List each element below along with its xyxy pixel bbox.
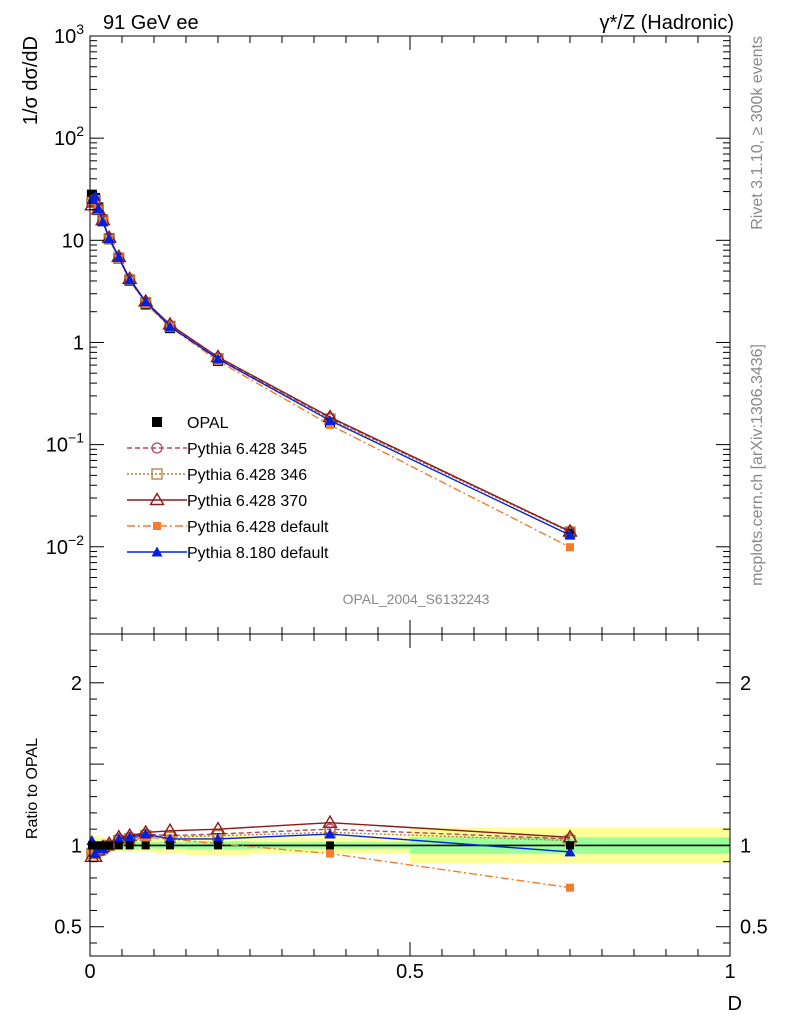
title-right: γ*/Z (Hadronic) [600,12,734,34]
y-tick-base: 10 [54,128,76,150]
ratio-tick-label-left: 2 [71,673,82,695]
series-line [91,194,571,536]
series-pythia-6-428-346 [86,194,576,538]
legend-marker [151,442,163,454]
ratio-tick-label-right: 2 [740,673,751,695]
series-pythia-8-180-default [86,190,576,540]
ratio-line [91,831,571,855]
legend-label: Pythia 6.428 346 [187,467,307,484]
ratio-plot-frame [89,633,731,957]
series-opal [86,189,575,539]
side-text-bottom: mcplots.cern.ch [arXiv:1306.3436] [749,344,766,586]
y-tick-base: 1 [73,332,84,354]
data-point [113,251,125,262]
legend-marker [151,468,163,480]
legend-marker [149,492,165,506]
x-axis-label: D [728,993,742,1015]
legend-marker [152,417,162,427]
series-pythia-6-428-345 [86,194,576,537]
legend-label: Pythia 8.180 default [187,545,329,562]
ratio-tick-label-left: 1 [71,835,82,857]
legend-entry: Pythia 6.428 default [127,519,329,536]
legend-label: Pythia 6.428 345 [187,441,307,458]
ratio-point [212,833,224,844]
data-point [124,274,136,285]
legend-label: Pythia 6.428 370 [187,493,307,510]
ratio-plot: 2 21 10.5 0.50 0.5 1 [54,633,768,983]
ratio-point [140,828,152,839]
y-tick-base: 10 [46,537,68,559]
data-point [103,233,115,244]
ratio-point [566,883,574,892]
data-point [212,353,224,364]
ratio-point [166,841,174,850]
ratio-line [91,836,571,889]
legend-label: Pythia 6.428 default [187,519,329,536]
y-tick-label: 103 [54,21,84,48]
ratio-point [326,841,334,850]
legend-entry: OPAL [152,415,229,432]
data-point [564,529,576,540]
y-tick-exponent: −2 [68,532,84,548]
ratio-point [125,841,134,850]
legend: OPAL Pythia 6.428 345 Pythia 6.428 346 Pyth… [127,415,329,562]
legend-entry: Pythia 8.180 default [127,545,329,562]
data-point [97,216,109,227]
ratio-point [214,841,222,850]
ratio-point [164,833,176,844]
ratio-point [322,814,338,828]
ratio-point [324,828,336,839]
y-tick-label: 10−1 [46,430,84,457]
y-tick-base: 10 [62,230,84,252]
data-point [92,202,104,213]
series-line [91,199,571,533]
side-text-top: Rivet 3.1.10, ≥ 300k events [749,36,766,230]
ratio-point [326,849,334,858]
ratio-y-axis-label: Ratio to OPAL [24,738,41,839]
ratio-tick-label-right: 1 [740,835,751,857]
y-tick-label: 10 [62,230,84,252]
ratio-point [141,841,150,850]
y-tick-base: 10 [46,435,68,457]
y-tick-label: 102 [54,123,84,150]
y-tick-base: 10 [54,26,76,48]
ratio-point [566,841,574,850]
y-tick-exponent: 3 [76,21,84,37]
ratio-point [124,831,136,842]
series-line [91,198,571,548]
ratio-point [113,833,125,844]
y-axis-label: 1/σ dσ/dD [20,36,42,125]
y-tick-label: 10−2 [46,532,84,559]
legend-marker [151,546,163,557]
data-point [164,321,176,332]
watermark: OPAL_2004_S6132243 [343,591,490,607]
title-left: 91 GeV ee [103,12,199,34]
y-tick-label: 1 [73,332,84,354]
data-point [89,190,101,201]
x-tick-label: 0.5 [396,961,424,983]
data-point [140,296,152,307]
x-tick-label: 0 [84,961,95,983]
y-tick-exponent: 2 [76,123,84,139]
y-tick-exponent: −1 [68,430,84,446]
legend-entry: Pythia 6.428 346 [127,467,307,484]
series-pythia-6-428-default [87,195,574,552]
series-pythia-6-428-370 [84,193,578,537]
x-tick-label: 1 [724,961,735,983]
ratio-point [114,841,123,850]
legend-marker [153,522,161,530]
ratio-point [105,841,114,850]
data-point [566,543,574,552]
ratio-tick-label-left: 0.5 [54,917,82,939]
series-line [91,198,571,532]
series-line [91,200,571,533]
data-point [324,415,336,426]
legend-entry: Pythia 6.428 370 [127,492,307,510]
legend-label: OPAL [187,415,229,432]
ratio-tick-label-right: 0.5 [740,917,768,939]
ratio-point [564,846,576,857]
legend-entry: Pythia 6.428 345 [127,441,307,458]
